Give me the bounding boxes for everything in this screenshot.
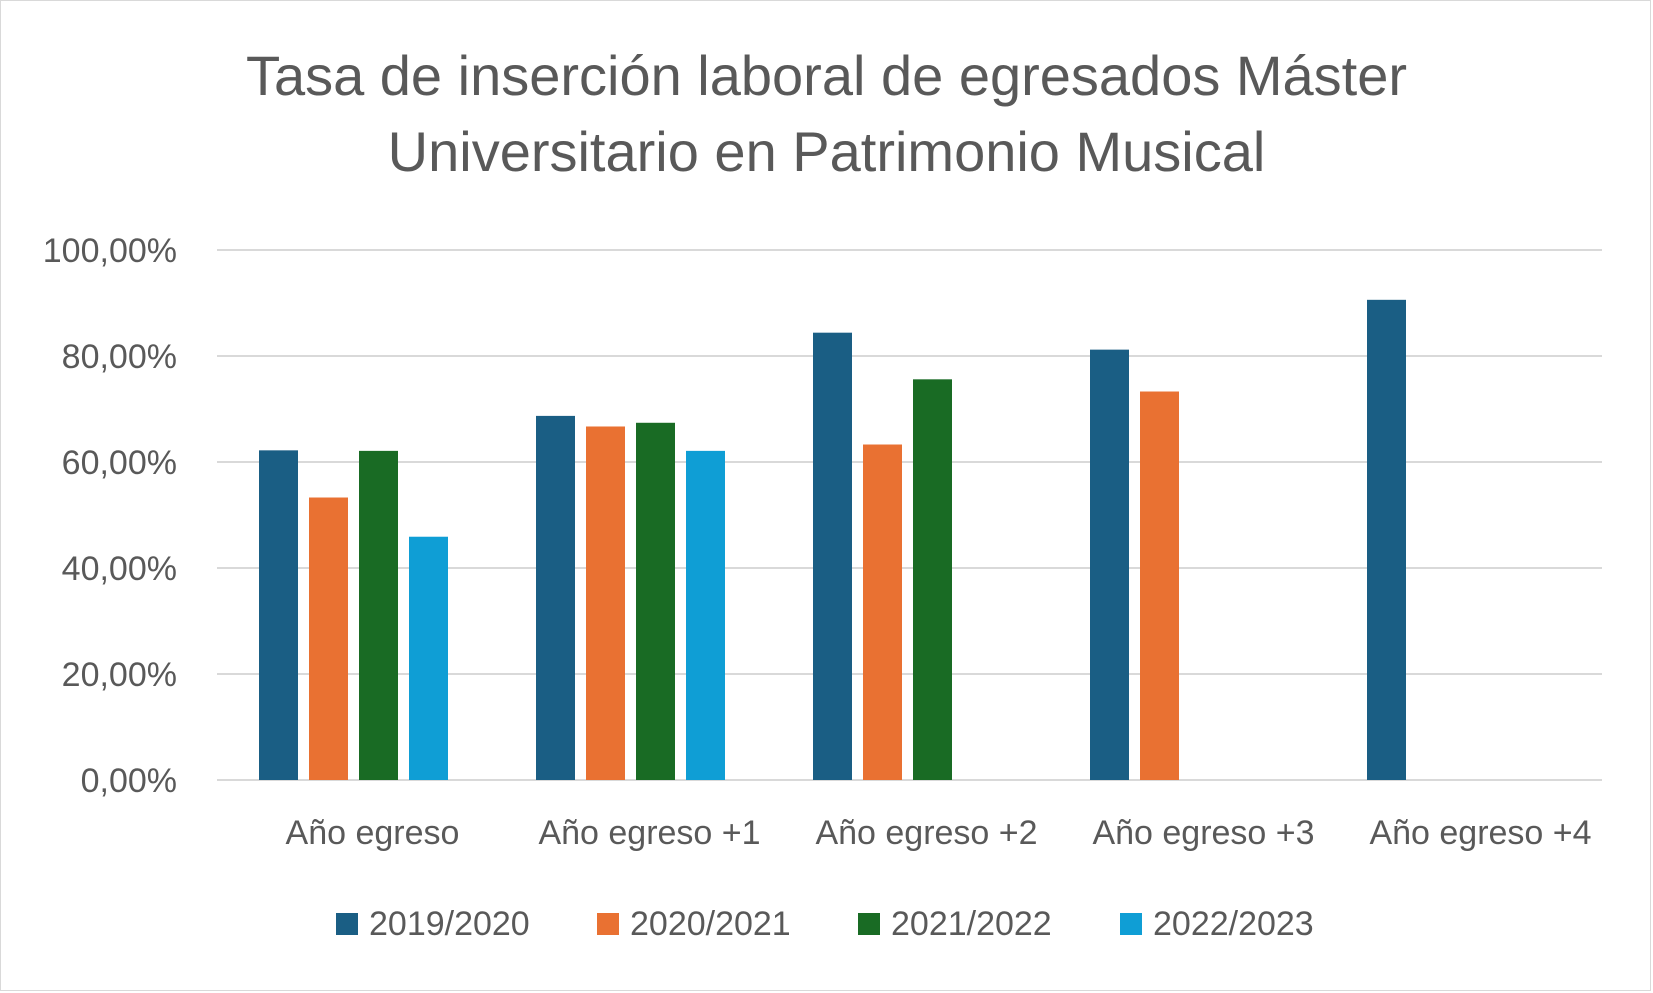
y-tick-label: 20,00% bbox=[62, 656, 177, 694]
chart-title-line-2: Universitario en Patrimonio Musical bbox=[387, 120, 1266, 183]
x-category-label: Año egreso +4 bbox=[1369, 814, 1591, 852]
legend-swatch bbox=[336, 913, 358, 935]
legend-swatch bbox=[858, 913, 880, 935]
bar-2020-2021-2 bbox=[586, 426, 625, 780]
legend-swatch bbox=[597, 913, 619, 935]
bar-2021-2022-3 bbox=[913, 379, 952, 780]
legend-label: 2021/2022 bbox=[891, 905, 1052, 943]
bar-2020-2021-1 bbox=[309, 497, 348, 780]
legend-swatch bbox=[1120, 913, 1142, 935]
y-tick-label: 0,00% bbox=[81, 762, 177, 800]
chart-title-line-1: Tasa de inserción laboral de egresados M… bbox=[245, 44, 1408, 107]
chart-title: Tasa de inserción laboral de egresados M… bbox=[0, 38, 1653, 190]
y-tick-label: 100,00% bbox=[43, 232, 177, 270]
y-tick-label: 40,00% bbox=[62, 550, 177, 588]
bar-2019-2020-1 bbox=[259, 450, 298, 780]
bar-2019-2020-4 bbox=[1090, 349, 1129, 780]
x-category-label: Año egreso +3 bbox=[1092, 814, 1314, 852]
legend-label: 2019/2020 bbox=[369, 905, 530, 943]
x-category-label: Año egreso bbox=[286, 814, 460, 852]
legend: 2019/2020 2020/2021 2021/2022 2022/2023 bbox=[336, 905, 1314, 943]
bars bbox=[259, 299, 1406, 780]
bar-2019-2020-5 bbox=[1367, 299, 1406, 780]
bar-2021-2022-1 bbox=[359, 450, 398, 780]
bar-2019-2020-2 bbox=[536, 415, 575, 780]
legend-label: 2020/2021 bbox=[630, 905, 791, 943]
bar-2020-2021-4 bbox=[1140, 391, 1179, 780]
bar-2020-2021-3 bbox=[863, 444, 902, 780]
legend-label: 2022/2023 bbox=[1153, 905, 1314, 943]
x-category-label: Año egreso +1 bbox=[538, 814, 760, 852]
x-category-label: Año egreso +2 bbox=[815, 814, 1037, 852]
bar-2022-2023-2 bbox=[686, 450, 725, 780]
bar-2019-2020-3 bbox=[813, 332, 852, 780]
y-tick-label: 60,00% bbox=[62, 444, 177, 482]
x-axis-category-labels: Año egreso Año egreso +1 Año egreso +2 Año … bbox=[286, 814, 1592, 852]
y-tick-label: 80,00% bbox=[62, 338, 177, 376]
y-axis-tick-labels: 0,00% 20,00% 40,00% 60,00% 80,00% 100,00% bbox=[43, 232, 177, 800]
bar-2022-2023-1 bbox=[409, 536, 448, 780]
bar-2021-2022-2 bbox=[636, 422, 675, 780]
